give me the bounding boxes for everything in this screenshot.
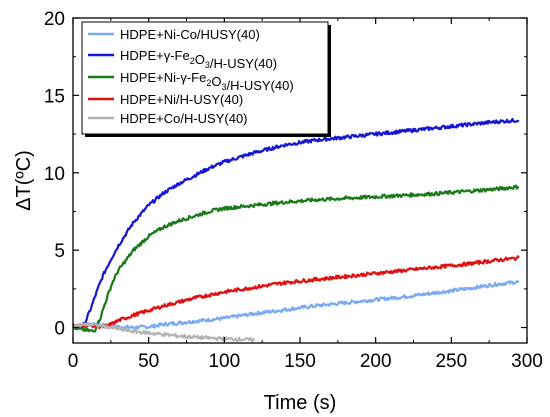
series-line-1 — [72, 117, 520, 331]
y-axis-title: ΔT(ºC) — [13, 150, 35, 211]
y-tick-label: 15 — [44, 86, 65, 107]
legend-label: HDPE+Co/H-USY(40) — [120, 111, 248, 126]
series-line-0 — [72, 280, 520, 330]
axes: 0 50 100 150 200 250 300 0 5 10 15 20 — [44, 9, 543, 372]
series-line-2 — [71, 184, 520, 333]
legend-label: HDPE+Ni-Co/HUSY(40) — [120, 27, 260, 42]
y-tick-label: 20 — [44, 9, 65, 30]
y-tick-label: 0 — [54, 319, 65, 340]
legend-box — [81, 21, 329, 135]
legend-label: HDPE+γ-Fe2O3/H-USY(40) — [120, 48, 277, 71]
x-tick-label: 50 — [138, 351, 159, 372]
x-tick-label: 150 — [284, 351, 316, 372]
x-axis-title: Time (s) — [264, 392, 337, 414]
x-tick-label: 0 — [68, 351, 79, 372]
x-tick-label: 200 — [360, 351, 392, 372]
x-tick-label: 300 — [511, 351, 543, 372]
y-tick-label: 5 — [54, 241, 65, 262]
plot-area — [71, 117, 520, 343]
legend: HDPE+Ni-Co/HUSY(40) HDPE+γ-Fe2O3/H-USY(40… — [81, 21, 331, 137]
series-line-3 — [72, 255, 520, 330]
x-tick-label: 100 — [208, 351, 240, 372]
legend-label: HDPE+Ni/H-USY(40) — [120, 92, 243, 107]
x-tick-label: 250 — [435, 351, 467, 372]
legend-label: HDPE+Ni-γ-Fe2O3/H-USY(40) — [120, 70, 294, 93]
y-tick-label: 10 — [44, 164, 65, 185]
